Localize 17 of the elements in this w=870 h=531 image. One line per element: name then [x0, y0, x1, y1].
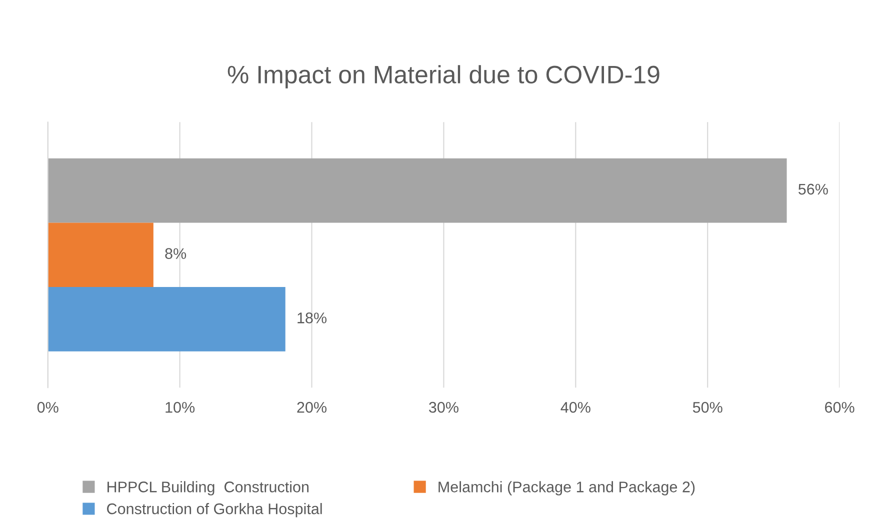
bar: [48, 287, 286, 352]
legend-label: Melamchi (Package 1 and Package 2): [438, 481, 695, 496]
bar: [48, 158, 787, 223]
legend-label: HPPCL Building Construction: [108, 481, 309, 496]
data-label: 8%: [165, 248, 186, 259]
chart-title: % Impact on Material due to COVID-19: [228, 65, 660, 88]
data-label: 18%: [298, 312, 327, 324]
x-tick-label: 0%: [37, 402, 58, 413]
data-label: 56%: [798, 184, 828, 195]
x-tick-label: 60%: [825, 402, 854, 413]
legend-label: Construction of Gorkha Hospital: [107, 503, 322, 518]
x-tick-label: 40%: [560, 402, 590, 413]
x-tick-label: 20%: [297, 402, 326, 413]
x-tick-label: 50%: [692, 402, 722, 413]
x-tick-label: 30%: [428, 402, 458, 413]
x-tick-label: 10%: [166, 402, 195, 413]
bar: [48, 222, 154, 288]
